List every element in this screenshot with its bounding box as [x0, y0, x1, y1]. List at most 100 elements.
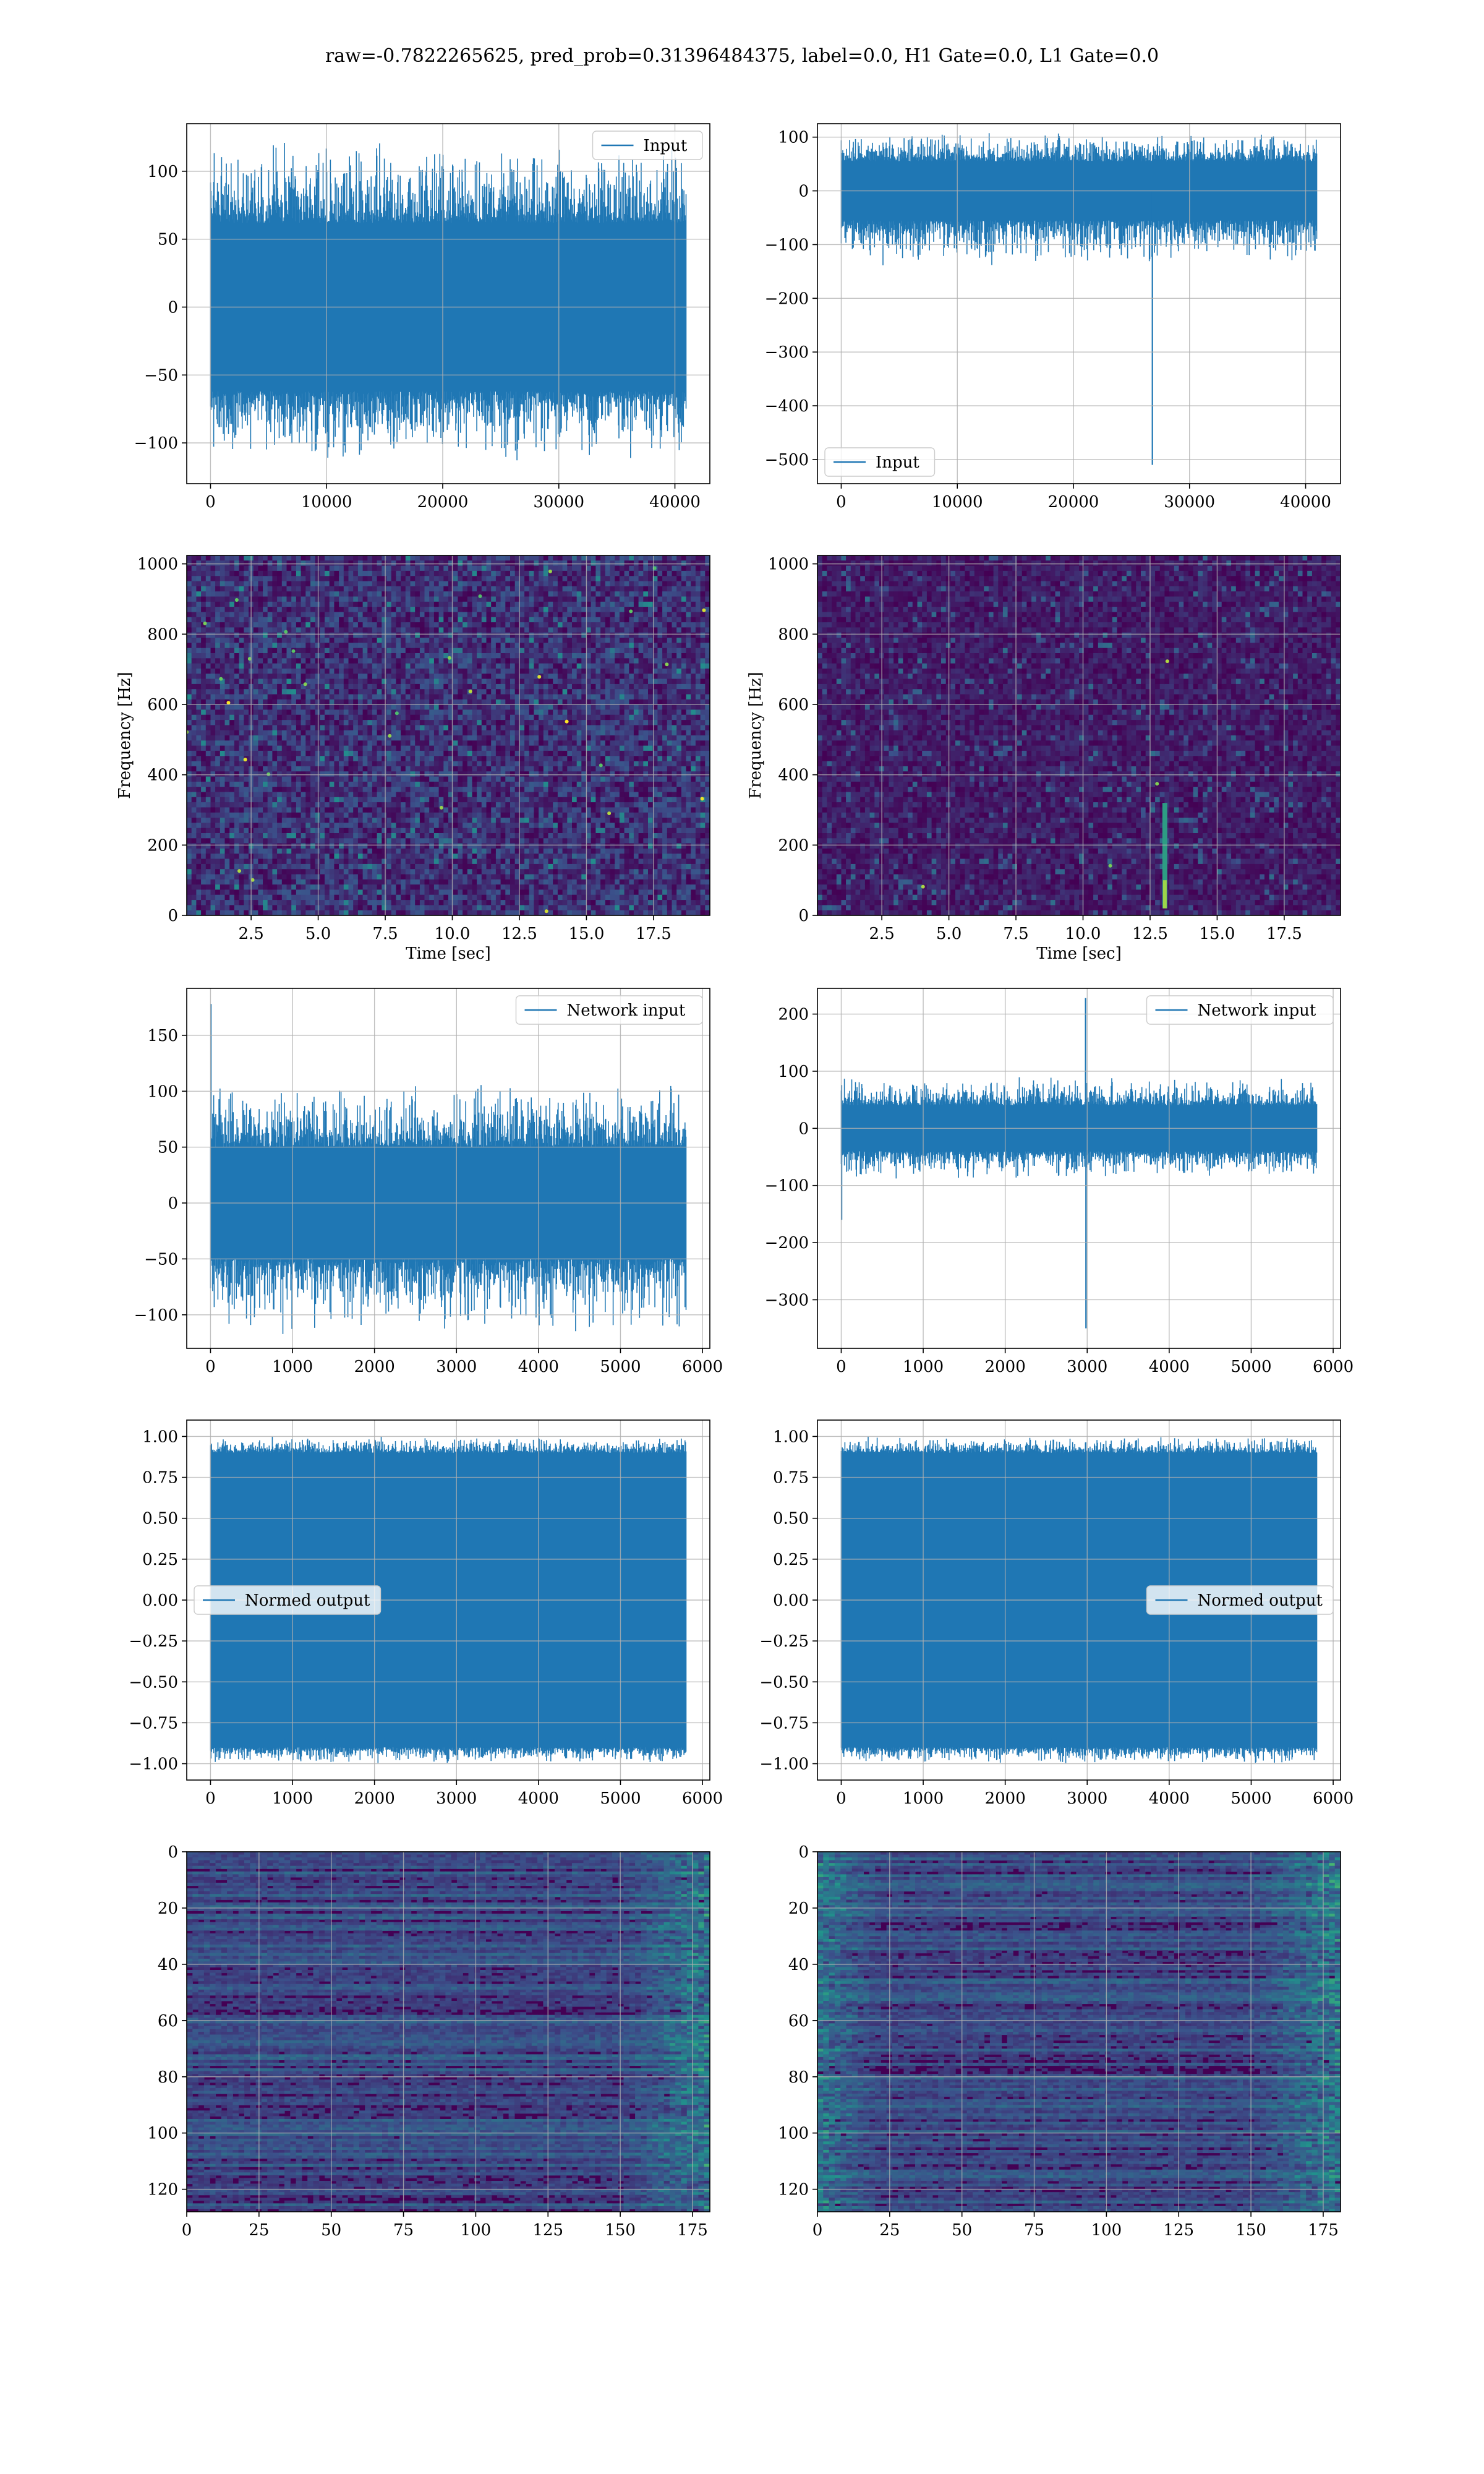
heatmap-cell: [201, 622, 207, 628]
heatmap-cell: [291, 596, 297, 602]
heatmap-cell: [453, 843, 458, 849]
heatmap-cell: [263, 730, 268, 736]
heatmap-cell: [267, 674, 273, 680]
heatmap-cell: [505, 905, 511, 911]
heatmap-cell: [291, 668, 297, 674]
heatmap-cell: [329, 612, 335, 618]
heatmap-cell: [458, 766, 463, 772]
heatmap-cell: [201, 607, 207, 612]
heatmap-cell: [296, 555, 302, 561]
heatmap-cell: [187, 674, 192, 680]
heatmap-cell: [334, 735, 339, 741]
heatmap-cell: [481, 833, 487, 839]
heatmap-cell: [187, 601, 192, 607]
heatmap-cell: [419, 570, 425, 576]
heatmap-cell: [448, 714, 454, 721]
heatmap-cell: [291, 797, 297, 803]
heatmap-cell: [357, 648, 364, 654]
heatmap-cell: [329, 833, 335, 839]
heatmap-cell: [210, 576, 216, 582]
heatmap-cell: [305, 591, 311, 597]
heatmap-cell: [405, 668, 411, 674]
heatmap-cell: [472, 900, 477, 905]
heatmap-cell: [343, 555, 349, 561]
heatmap-cell: [196, 555, 202, 561]
heatmap-cell: [329, 761, 335, 767]
heatmap-cell: [433, 750, 440, 756]
heatmap-cell: [267, 869, 273, 875]
heatmap-cell: [424, 668, 430, 674]
heatmap-cell: [196, 720, 202, 726]
heatmap-cell: [367, 884, 373, 890]
heatmap-cell: [220, 581, 226, 587]
heatmap-cell: [281, 555, 288, 561]
heatmap-cell: [258, 879, 263, 885]
x-tick-label: 10000: [932, 493, 983, 511]
heatmap-cell: [514, 869, 520, 875]
heatmap-cell: [272, 632, 278, 638]
heatmap-cell: [244, 889, 249, 896]
heatmap-cell: [234, 823, 240, 829]
heatmap-cell: [215, 910, 221, 915]
heatmap-cell: [310, 555, 316, 561]
heatmap-cell: [315, 787, 320, 792]
heatmap-cell: [443, 761, 449, 767]
heatmap-cell: [396, 771, 401, 777]
heatmap-cell: [334, 745, 339, 751]
heatmap-cell: [472, 663, 477, 669]
heatmap-cell: [362, 683, 368, 690]
heatmap-cell: [196, 756, 202, 762]
heatmap-cell: [205, 653, 211, 659]
heatmap-cell: [463, 863, 468, 870]
heatmap-cell: [448, 843, 454, 849]
heatmap-cell: [362, 781, 368, 787]
heatmap-cell: [205, 802, 211, 808]
heatmap-cell: [419, 766, 425, 772]
heatmap-cell: [372, 607, 378, 612]
heatmap-cell: [514, 838, 520, 844]
heatmap-cell: [491, 581, 497, 587]
heatmap-cell: [329, 863, 335, 870]
heatmap-cell: [448, 818, 454, 823]
heatmap-cell: [386, 781, 392, 787]
heatmap-cell: [405, 735, 411, 741]
heatmap-cell: [419, 858, 425, 865]
heatmap-cell: [343, 910, 349, 915]
heatmap-cell: [244, 735, 249, 741]
heatmap-cell: [396, 622, 401, 628]
heatmap-cell: [419, 838, 425, 844]
heatmap-cell: [500, 720, 506, 726]
heatmap-cell: [196, 792, 202, 798]
heatmap-cell: [448, 586, 454, 592]
heatmap-cell: [301, 627, 306, 633]
heatmap-cell: [372, 843, 378, 849]
heatmap-cell: [263, 894, 268, 901]
heatmap-cell: [472, 771, 477, 777]
heatmap-cell: [491, 565, 497, 571]
heatmap-cell: [415, 858, 420, 865]
heatmap-cell: [334, 617, 339, 623]
heatmap-cell: [433, 627, 440, 633]
heatmap-cell: [429, 565, 435, 571]
heatmap-cell: [315, 627, 320, 633]
heatmap-cell: [277, 910, 283, 915]
heatmap-cell: [377, 766, 382, 772]
heatmap-cell: [334, 771, 339, 777]
heatmap-cell: [377, 576, 382, 582]
heatmap-cell: [201, 683, 207, 690]
heatmap-cell: [362, 591, 368, 597]
heatmap-cell: [491, 884, 497, 890]
heatmap-cell: [391, 781, 396, 787]
heatmap-cell: [291, 612, 297, 618]
heatmap-cell: [433, 756, 440, 762]
heatmap-cell: [377, 894, 382, 901]
heatmap-cell: [301, 714, 306, 721]
heatmap-cell: [424, 828, 430, 834]
heatmap-cell: [305, 720, 311, 726]
heatmap-cell: [315, 683, 320, 690]
heatmap-cell: [239, 884, 244, 890]
heatmap-cell: [258, 740, 263, 747]
heatmap-cell: [343, 894, 349, 901]
heatmap-cell: [196, 601, 202, 607]
heatmap-cell: [187, 591, 192, 597]
